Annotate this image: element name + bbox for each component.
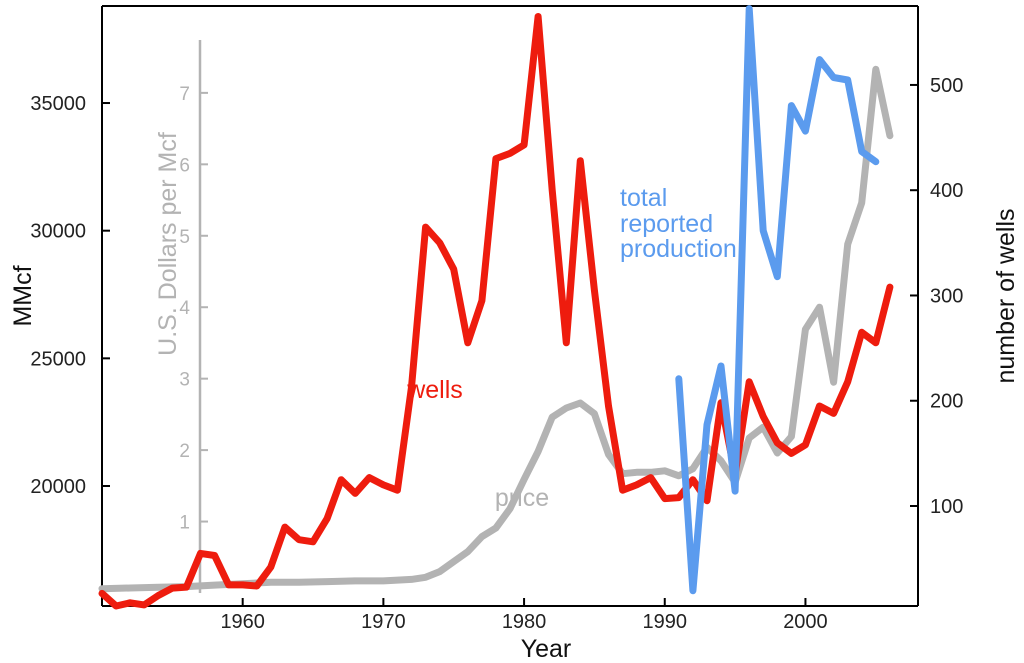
series-layer: [98, 5, 894, 610]
right-tick-label: 200: [930, 391, 963, 413]
left-axis-ticks: 20000 25000 30000 35000: [30, 93, 110, 498]
right-tick-label: 100: [930, 496, 963, 518]
price-tick-label: 4: [179, 298, 190, 319]
price-tick-label: 7: [179, 84, 190, 105]
left-tick-label: 30000: [30, 221, 86, 243]
x-tick-label: 1980: [502, 611, 547, 633]
series-line-total-reported-production: [675, 5, 880, 595]
right-axis-title: number of wells: [992, 208, 1020, 383]
price-annotation: price: [495, 484, 549, 512]
x-tick-label: 1960: [220, 611, 265, 633]
wells-annotation: wells: [406, 376, 463, 404]
price-tick-label: 2: [179, 441, 190, 462]
price-axis-ticks: 1 2 3 4 5 6 7: [179, 84, 208, 534]
plot-frame: [101, 5, 919, 607]
left-tick-label: 20000: [30, 476, 86, 498]
x-axis-ticks: 1960 1970 1980 1990 2000: [220, 598, 828, 633]
right-tick-label: 300: [930, 285, 963, 307]
price-tick-label: 6: [179, 155, 190, 176]
x-tick-label: 1970: [361, 611, 406, 633]
right-axis-ticks: 100 200 300 400 500: [910, 75, 963, 518]
production-annotation-line-2: reported: [620, 210, 713, 238]
price-tick-label: 3: [179, 370, 190, 391]
production-annotation-line-3: production: [620, 235, 737, 263]
price-tick-label: 1: [179, 513, 190, 534]
price-tick-label: 5: [179, 227, 190, 248]
x-axis-title: Year: [521, 635, 572, 663]
left-tick-label: 25000: [30, 348, 86, 370]
price-axis-title: U.S. Dollars per Mcf: [154, 132, 182, 356]
production-annotation-line-1: total: [620, 184, 667, 212]
right-tick-label: 400: [930, 180, 963, 202]
left-axis-title: MMcf: [9, 265, 37, 326]
series-line-wells: [98, 13, 894, 610]
x-tick-label: 1990: [643, 611, 688, 633]
x-tick-label: 2000: [783, 611, 828, 633]
left-tick-label: 35000: [30, 93, 86, 115]
right-tick-label: 500: [930, 75, 963, 97]
